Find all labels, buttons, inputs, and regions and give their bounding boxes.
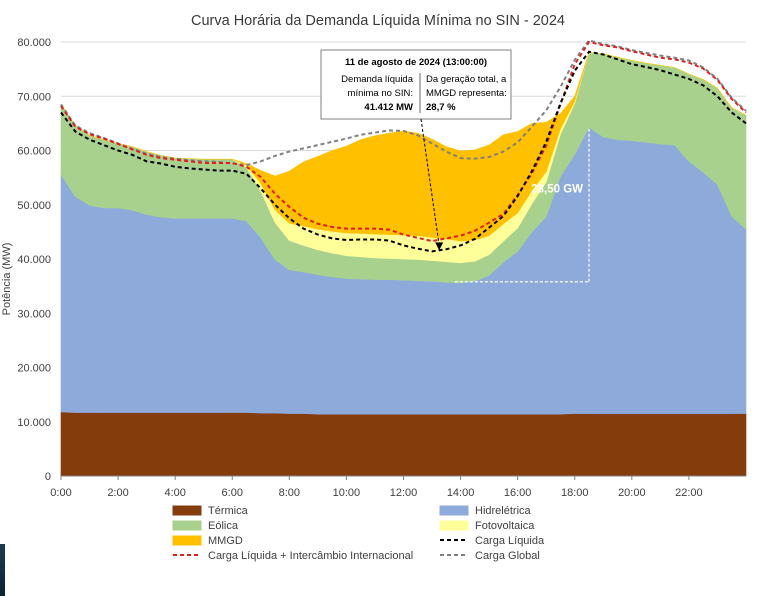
callout-right-line: MMGD representa:: [426, 88, 507, 99]
legend-swatch: [439, 505, 469, 516]
legend-label: Carga Líquida: [475, 535, 545, 547]
legend-label: Térmica: [208, 505, 249, 517]
legend-label: Carga Global: [475, 550, 540, 562]
x-tick-label: 10:00: [333, 487, 361, 499]
annotations: 28,50 GW 11 de agosto de 2024 (13:00:00) D…: [320, 49, 590, 283]
corner-fragment: [0, 544, 5, 596]
y-axis-label: Potência (MW): [1, 243, 13, 316]
gap-label: 28,50 GW: [531, 183, 583, 195]
callout-left-line: 41.412 MW: [364, 102, 413, 113]
line-series: [60, 39, 747, 253]
y-tick-label: 80.000: [17, 37, 51, 49]
callout-arrow: [420, 118, 440, 246]
y-tick-label: 30.000: [17, 308, 51, 320]
axes: 0 10.000 20.000 30.000 40.000 50.000 60.000 70.…: [1, 37, 746, 499]
callout-arrowhead: [435, 242, 444, 251]
legend-swatch: [172, 520, 202, 531]
callout-right-line: Da geração total, a: [426, 74, 507, 85]
x-tick-label: 2:00: [107, 487, 128, 499]
area-termica: [60, 411, 747, 477]
x-tick-label: 20:00: [618, 487, 646, 499]
chart-title: Curva Horária da Demanda Líquida Mínima …: [191, 13, 565, 29]
area-series: [60, 51, 747, 477]
x-tick-label: 4:00: [164, 487, 185, 499]
callout-box: [320, 49, 512, 120]
y-tick-label: 50.000: [17, 200, 51, 212]
legend-label: Carga Líquida + Intercâmbio Internaciona…: [208, 550, 413, 562]
y-tick-label: 0: [45, 471, 51, 483]
y-tick-label: 40.000: [17, 254, 51, 266]
legend-swatch: [439, 520, 469, 531]
y-tick-label: 60.000: [17, 146, 51, 158]
x-tick-label: 18:00: [561, 487, 589, 499]
x-tick-label: 8:00: [279, 487, 300, 499]
y-tick-label: 20.000: [17, 363, 51, 375]
legend-swatch: [172, 535, 202, 546]
y-tick-label: 70.000: [17, 91, 51, 103]
x-tick-label: 0:00: [50, 487, 71, 499]
legend-label: MMGD: [208, 535, 243, 547]
callout-left-line: Demanda líquida: [341, 74, 414, 85]
legend-label: Hidrelétrica: [475, 505, 532, 517]
callout-left-line: mínima no SIN:: [348, 88, 413, 99]
x-tick-label: 12:00: [390, 487, 418, 499]
callout-right-line: 28,7 %: [426, 102, 456, 113]
x-tick-label: 16:00: [504, 487, 532, 499]
legend: Térmica Hidrelétrica Eólica Fotovoltaica MMG…: [172, 505, 545, 562]
callout-title: 11 de agosto de 2024 (13:00:00): [345, 57, 487, 68]
x-tick-label: 22:00: [675, 487, 703, 499]
line-carga-global: [60, 39, 747, 167]
legend-label: Fotovoltaica: [475, 520, 535, 532]
legend-swatch: [172, 505, 202, 516]
x-tick-label: 6:00: [222, 487, 243, 499]
x-tick-label: 14:00: [447, 487, 475, 499]
legend-label: Eólica: [208, 520, 239, 532]
y-tick-label: 10.000: [17, 417, 51, 429]
